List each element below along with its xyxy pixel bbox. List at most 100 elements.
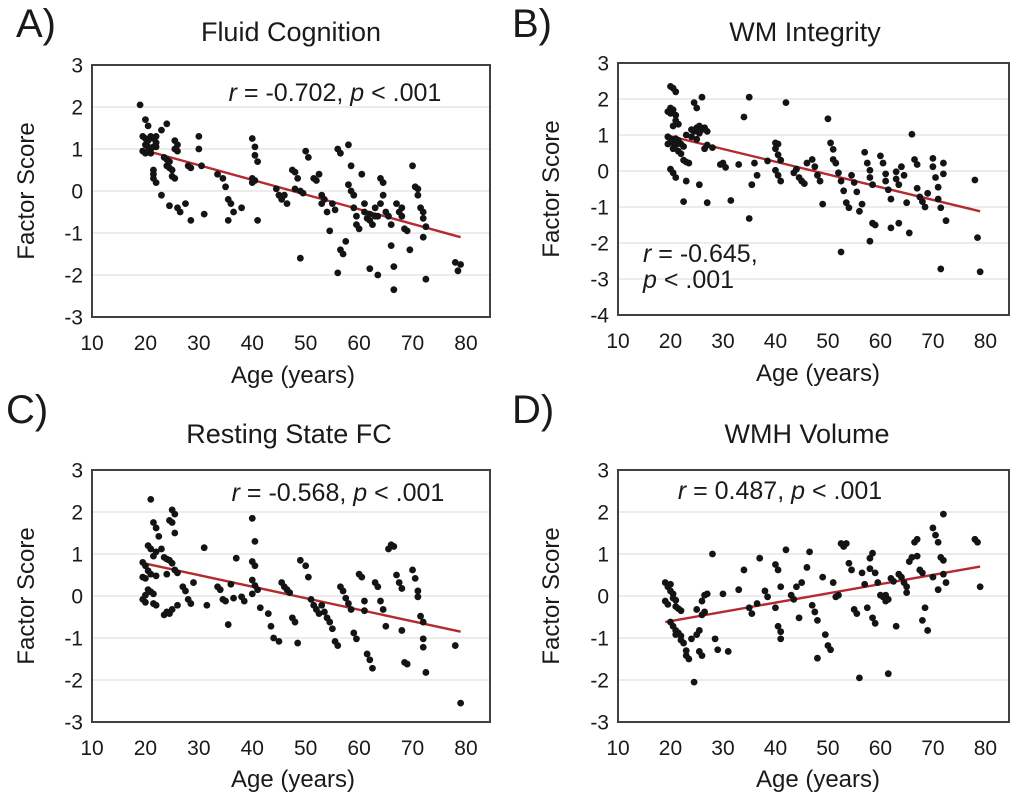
data-point bbox=[347, 606, 355, 613]
data-point bbox=[312, 177, 320, 184]
data-point bbox=[251, 143, 259, 151]
data-point bbox=[171, 529, 179, 537]
data-point bbox=[350, 204, 358, 212]
x-tick-label: 50 bbox=[294, 332, 317, 355]
data-point bbox=[682, 177, 690, 185]
data-point bbox=[171, 175, 179, 182]
data-point bbox=[932, 531, 939, 539]
data-point bbox=[932, 174, 939, 181]
data-point bbox=[267, 622, 275, 630]
data-point bbox=[320, 196, 328, 203]
data-point bbox=[168, 166, 176, 174]
x-tick-label: 40 bbox=[764, 737, 787, 760]
data-point bbox=[320, 608, 328, 616]
data-point bbox=[669, 122, 677, 130]
data-point bbox=[735, 586, 743, 594]
data-point bbox=[251, 151, 259, 159]
y-axis-title: Factor Score bbox=[538, 120, 565, 257]
data-point bbox=[842, 199, 850, 207]
data-point bbox=[793, 583, 800, 591]
y-tick-label: 3 bbox=[597, 459, 609, 482]
panel-letter-d: D) bbox=[512, 388, 555, 432]
x-tick-label: 20 bbox=[659, 330, 682, 353]
data-point bbox=[853, 610, 861, 618]
data-point bbox=[751, 159, 758, 167]
data-point bbox=[339, 250, 347, 258]
data-point bbox=[345, 141, 352, 149]
data-point bbox=[230, 208, 237, 216]
data-point bbox=[882, 177, 890, 185]
data-point bbox=[677, 607, 685, 615]
data-point bbox=[419, 643, 427, 651]
data-point bbox=[735, 161, 743, 168]
data-point bbox=[745, 604, 753, 612]
data-point bbox=[353, 635, 360, 643]
data-point bbox=[390, 286, 398, 294]
data-point bbox=[677, 150, 685, 158]
data-point bbox=[798, 579, 806, 586]
data-point bbox=[911, 156, 918, 163]
data-point bbox=[232, 554, 240, 562]
data-point bbox=[195, 133, 203, 140]
data-point bbox=[934, 183, 942, 191]
data-point bbox=[685, 159, 693, 167]
data-point bbox=[168, 519, 176, 526]
data-point bbox=[829, 146, 837, 153]
plot-frame bbox=[91, 469, 491, 723]
data-point bbox=[871, 619, 879, 627]
x-tick-label: 30 bbox=[187, 737, 210, 760]
x-tick-label: 80 bbox=[974, 330, 997, 353]
data-point bbox=[976, 583, 984, 591]
x-tick-label: 50 bbox=[294, 737, 317, 760]
y-tick-label: 0 bbox=[71, 585, 83, 608]
data-point bbox=[863, 604, 871, 612]
data-point bbox=[714, 646, 722, 654]
y-tick-label: 1 bbox=[597, 124, 609, 147]
data-point bbox=[695, 129, 703, 137]
data-point bbox=[158, 545, 165, 553]
data-point bbox=[803, 159, 811, 167]
data-point bbox=[174, 601, 181, 609]
x-tick-label: 80 bbox=[454, 737, 477, 760]
data-point bbox=[334, 269, 342, 277]
data-point bbox=[296, 556, 304, 564]
y-tick-label: -1 bbox=[64, 222, 83, 245]
data-point bbox=[821, 631, 829, 639]
data-point bbox=[329, 625, 336, 633]
x-tick-label: 70 bbox=[401, 737, 424, 760]
y-axis-title: Factor Score bbox=[538, 527, 565, 664]
data-point bbox=[414, 191, 422, 199]
data-point bbox=[422, 223, 430, 231]
data-point bbox=[409, 566, 416, 574]
chart-title-wm-integrity: WM Integrity bbox=[729, 17, 881, 47]
data-point bbox=[669, 145, 677, 153]
data-point bbox=[248, 576, 256, 584]
x-tick-label: 70 bbox=[921, 330, 944, 353]
data-point bbox=[227, 200, 235, 208]
data-point bbox=[709, 144, 716, 152]
data-point bbox=[342, 594, 350, 602]
data-point bbox=[879, 159, 887, 167]
data-point bbox=[680, 198, 688, 206]
y-tick-label: 1 bbox=[597, 543, 609, 566]
x-tick-label: 20 bbox=[659, 737, 682, 760]
data-point bbox=[777, 156, 785, 164]
data-point bbox=[842, 540, 850, 547]
trend-line bbox=[665, 565, 981, 624]
data-point bbox=[690, 99, 698, 106]
data-point bbox=[454, 267, 462, 275]
data-point bbox=[835, 169, 842, 177]
data-point bbox=[709, 550, 716, 558]
data-point bbox=[672, 596, 680, 604]
data-point bbox=[866, 237, 874, 245]
data-point bbox=[358, 573, 366, 581]
data-point bbox=[693, 135, 701, 143]
x-tick-label: 80 bbox=[454, 332, 477, 355]
x-axis-title: Age (years) bbox=[756, 766, 880, 793]
data-point bbox=[898, 163, 905, 171]
data-point bbox=[358, 170, 366, 178]
y-axis-title: Factor Score bbox=[13, 527, 40, 664]
data-point bbox=[398, 204, 406, 212]
